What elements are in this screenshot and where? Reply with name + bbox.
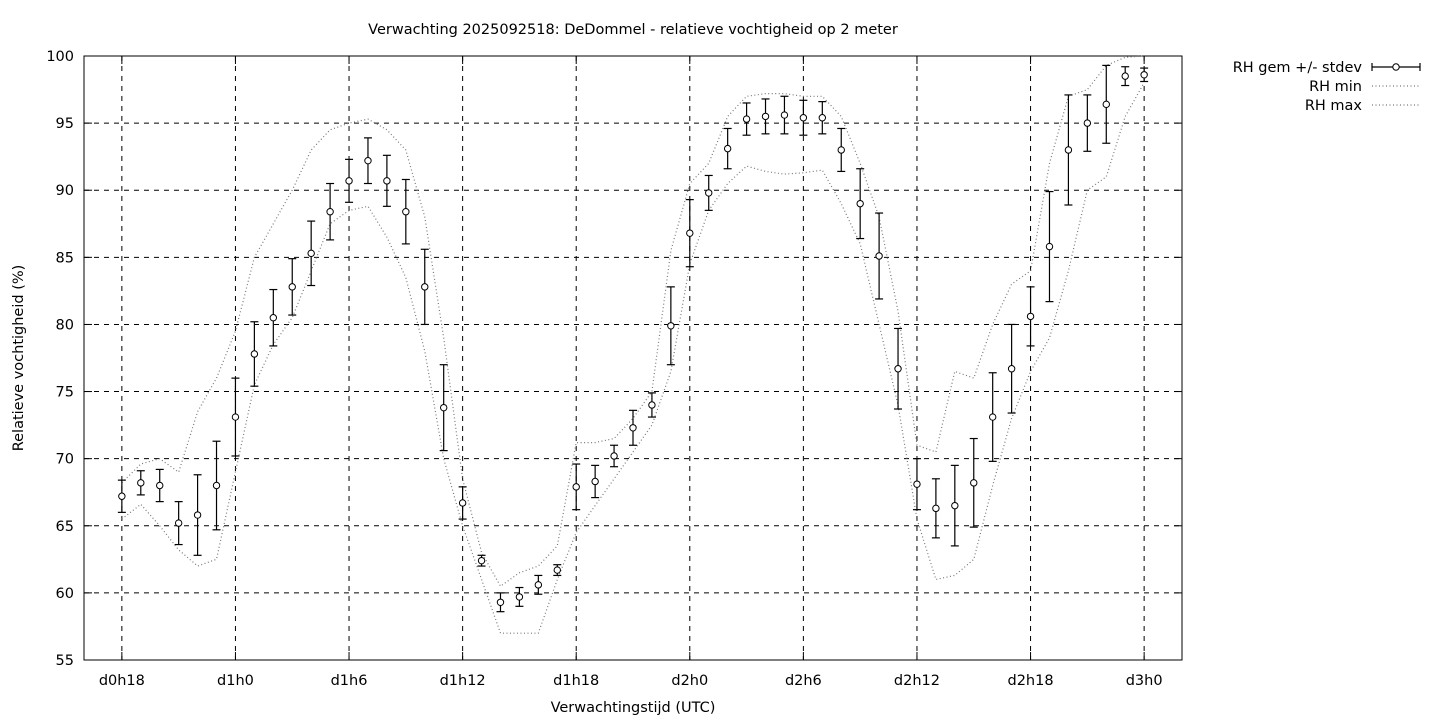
data-point (705, 189, 713, 197)
data-point (345, 177, 353, 185)
data-point (231, 413, 240, 421)
x-tick-label: d1h0 (217, 673, 254, 689)
data-point (1026, 312, 1035, 321)
y-tick-label: 90 (56, 183, 74, 199)
data-point (667, 322, 675, 330)
data-point (780, 111, 789, 119)
y-tick-label: 55 (56, 653, 74, 669)
axis-ticks: 55 60 65 70 75 80 85 90 95 100 d0h18 d1h0 d1h6 d1h12 d… (46, 49, 1182, 689)
data-point (307, 249, 315, 258)
data-point (364, 156, 372, 165)
y-tick-label: 85 (56, 250, 74, 266)
series-layer (117, 55, 1149, 634)
y-tick-label: 60 (56, 586, 74, 602)
data-point (1140, 71, 1148, 79)
data-point (439, 403, 448, 412)
plot-frame (83, 55, 1183, 661)
data-point (421, 283, 429, 291)
data-point (932, 504, 940, 513)
data-point (894, 365, 902, 373)
legend-sample-point (1392, 63, 1400, 71)
series-rh-max-line (121, 55, 1145, 588)
data-point (193, 511, 202, 519)
data-point (686, 229, 694, 237)
y-tick-label: 100 (46, 49, 74, 65)
data-point (572, 483, 580, 491)
data-point (326, 207, 334, 216)
x-tick-label: d2h12 (894, 673, 940, 689)
data-point (458, 499, 467, 507)
data-point (1121, 72, 1129, 80)
x-tick-label: d1h6 (331, 673, 368, 689)
data-point (591, 477, 599, 486)
legend-label: RH max (1305, 98, 1363, 114)
data-point (875, 252, 883, 260)
data-point (761, 112, 770, 121)
y-axis-label: Relatieve vochtigheid (%) (11, 265, 27, 452)
x-tick-label: d1h12 (440, 673, 486, 689)
series-rh-min-line (121, 82, 1145, 634)
data-point (951, 501, 959, 510)
data-point (799, 114, 808, 122)
y-tick-label: 75 (56, 385, 74, 401)
chart-title: Verwachting 2025092518: DeDommel - relat… (368, 22, 898, 38)
data-point (534, 581, 543, 589)
data-point (250, 350, 259, 358)
data-point (818, 114, 827, 122)
data-point (212, 481, 221, 490)
grid (84, 56, 1182, 660)
data-point (837, 146, 845, 154)
y-tick-label: 70 (56, 452, 74, 468)
legend-label: RH min (1309, 79, 1362, 95)
data-point (402, 207, 410, 216)
data-point (742, 115, 751, 123)
x-tick-label: d1h18 (553, 673, 599, 689)
data-point (174, 519, 183, 527)
data-point (913, 480, 921, 488)
x-axis-label: Verwachtingstijd (UTC) (551, 700, 716, 716)
data-point (1083, 119, 1092, 127)
data-point (1045, 242, 1054, 251)
data-point (856, 199, 864, 208)
data-point (970, 479, 978, 487)
data-point (723, 144, 732, 153)
legend-label: RH gem +/- stdev (1233, 60, 1363, 76)
data-point (988, 413, 997, 421)
y-tick-label: 65 (56, 519, 74, 535)
data-point (648, 401, 656, 409)
y-tick-label: 80 (56, 317, 74, 333)
data-point (269, 314, 278, 322)
data-point (610, 452, 618, 460)
data-point (118, 492, 126, 500)
data-point (288, 283, 296, 291)
data-point (477, 556, 486, 565)
data-point (496, 598, 505, 606)
x-tick-label: d2h0 (671, 673, 708, 689)
data-point (515, 593, 524, 601)
data-point (383, 177, 391, 185)
data-point (1102, 100, 1110, 109)
x-tick-label: d2h18 (1008, 673, 1054, 689)
x-tick-label: d2h6 (785, 673, 822, 689)
y-tick-label: 95 (56, 116, 74, 132)
data-point (629, 424, 637, 432)
data-point (156, 481, 164, 490)
x-tick-label: d0h18 (99, 673, 145, 689)
data-point (553, 566, 561, 574)
data-point (1064, 146, 1073, 154)
x-tick-label: d3h0 (1126, 673, 1163, 689)
data-point (1007, 365, 1016, 373)
legend: RH gem +/- stdev RH min RH max (1233, 60, 1421, 114)
data-point (137, 479, 145, 487)
